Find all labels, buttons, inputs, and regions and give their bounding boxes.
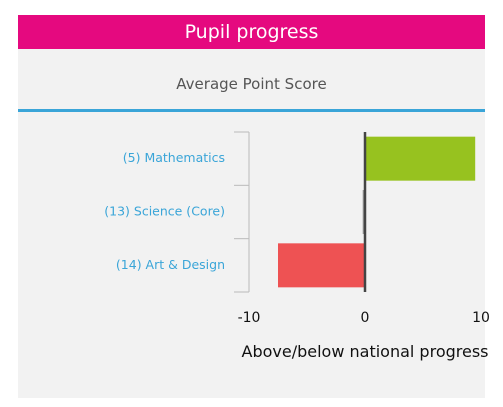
divider [18,109,485,112]
x-tick-label: 0 [361,310,370,326]
bar [278,243,365,288]
category-label: (5) Mathematics [123,150,225,165]
bar [365,136,476,181]
x-tick-label: 10 [472,310,490,326]
category-label: (13) Science (Core) [104,204,225,219]
panel: Average Point Score [18,49,485,398]
chart-title: Average Point Score [176,75,327,93]
x-axis-label: Above/below national progress [241,342,489,361]
x-tick-label: -10 [238,310,261,326]
category-label: (14) Art & Design [116,257,225,272]
header-title: Pupil progress [18,15,485,49]
